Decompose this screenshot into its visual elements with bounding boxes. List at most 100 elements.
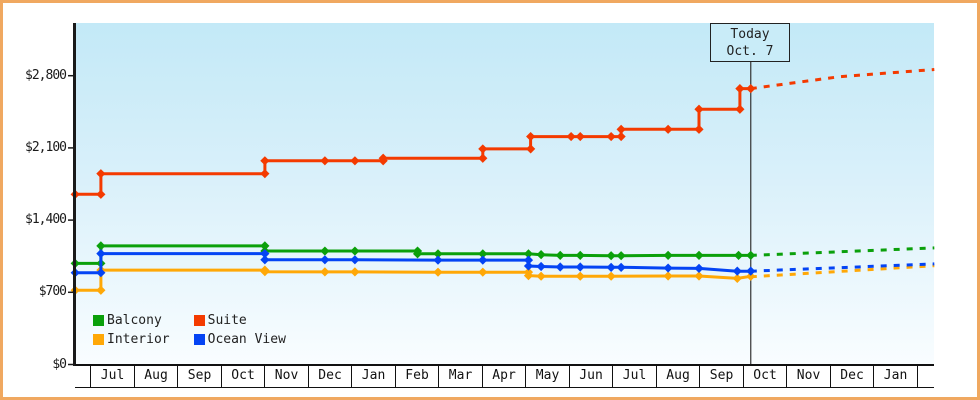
data-point-marker <box>663 124 673 134</box>
data-point-marker <box>523 270 534 281</box>
data-point-marker <box>606 131 616 142</box>
data-point-marker <box>606 251 616 261</box>
data-point-marker <box>694 104 704 114</box>
data-point-marker <box>575 131 585 142</box>
data-point-marker <box>96 249 106 259</box>
data-point-marker <box>260 241 270 251</box>
data-point-marker <box>523 249 534 259</box>
x-axis-month-label: Dec <box>831 366 875 387</box>
legend-item-suite: Suite <box>193 313 286 328</box>
suite-swatch-icon <box>193 315 205 326</box>
legend-label-balcony: Balcony <box>107 313 162 328</box>
data-point-marker <box>663 250 673 260</box>
data-point-marker <box>694 263 704 273</box>
data-point-marker <box>733 250 744 260</box>
x-axis-month-label: Sep <box>700 366 744 387</box>
data-point-marker <box>732 266 742 276</box>
data-point-marker <box>320 156 330 166</box>
legend-item-ocean-view: Ocean View <box>193 332 286 347</box>
data-point-marker <box>320 246 330 256</box>
series-forecast-0 <box>750 246 935 257</box>
data-point-marker <box>555 250 565 260</box>
y-axis-tick-label: $0 <box>52 356 67 372</box>
data-point-marker <box>260 255 270 265</box>
legend-item-balcony: Balcony <box>93 313 170 328</box>
x-axis-month-label: Dec <box>309 366 353 387</box>
x-axis-month-label: Jan <box>874 366 918 387</box>
data-point-marker <box>478 267 488 277</box>
series-forecast-2 <box>750 264 935 279</box>
x-axis-month-label: Aug <box>135 366 179 387</box>
y-axis-tick-label: $1,400 <box>25 212 67 228</box>
x-axis-month-label: Aug <box>657 366 701 387</box>
y-axis-tick-label: $2,100 <box>25 139 67 155</box>
data-point-marker <box>260 249 270 259</box>
data-point-marker <box>478 153 488 163</box>
data-point-marker <box>433 255 443 265</box>
data-point-marker <box>663 271 673 281</box>
data-point-marker <box>746 83 756 94</box>
data-point-marker <box>575 271 585 281</box>
y-axis-tick-label: $2,800 <box>25 67 67 83</box>
data-point-marker <box>320 255 330 265</box>
legend-label-suite: Suite <box>207 313 247 328</box>
data-point-marker <box>663 263 673 273</box>
data-point-marker <box>526 144 536 154</box>
data-point-marker <box>433 267 443 277</box>
x-axis-month-label: Jul <box>91 366 135 387</box>
today-date: Oct. 7 <box>726 44 774 59</box>
data-point-marker <box>96 268 106 278</box>
data-point-marker <box>350 267 360 277</box>
x-axis-month-label: Sep <box>178 366 222 387</box>
data-point-marker <box>694 124 704 134</box>
series-line-2 <box>75 268 752 292</box>
x-axis-month-label: Nov <box>787 366 831 387</box>
series-forecast-1 <box>750 68 935 91</box>
data-point-marker <box>746 250 756 260</box>
data-point-marker <box>746 266 756 276</box>
plot-area <box>75 23 934 365</box>
interior-swatch-icon <box>93 334 104 345</box>
data-point-marker <box>378 153 388 163</box>
data-point-marker <box>433 249 443 259</box>
data-point-marker <box>260 156 270 166</box>
x-axis-month-label: Apr <box>483 366 527 387</box>
x-axis-month-label: May <box>526 366 570 387</box>
data-point-marker <box>746 271 756 281</box>
data-point-marker <box>694 250 704 260</box>
data-point-marker <box>260 169 270 179</box>
data-point-marker <box>96 285 106 295</box>
x-axis-leading-cell <box>75 366 92 387</box>
y-axis-tick-label: $700 <box>38 284 67 300</box>
data-point-marker <box>735 83 745 94</box>
data-point-marker <box>478 144 488 154</box>
chart-canvas <box>68 23 935 366</box>
data-point-marker <box>616 124 626 134</box>
data-point-marker <box>575 250 585 260</box>
data-point-marker <box>320 267 330 277</box>
x-axis-month-label: Jun <box>570 366 614 387</box>
data-point-marker <box>616 131 626 142</box>
legend: Balcony Suite Interior Ocean View <box>93 313 286 347</box>
data-point-marker <box>616 251 626 261</box>
data-point-marker <box>566 131 576 142</box>
x-axis-month-label: Mar <box>439 366 483 387</box>
data-point-marker <box>523 255 534 265</box>
data-point-marker <box>732 273 742 283</box>
data-point-marker <box>694 271 704 281</box>
series-line-1 <box>75 87 751 196</box>
data-point-marker <box>536 261 546 272</box>
ocean-view-swatch-icon <box>193 334 205 345</box>
data-point-marker <box>260 267 270 277</box>
data-point-marker <box>575 262 585 272</box>
legend-label-interior: Interior <box>107 332 170 347</box>
data-point-marker <box>96 189 106 199</box>
x-axis-month-label: Oct <box>744 366 788 387</box>
x-axis: Jul Aug Sep Oct Nov Dec Jan Feb Mar Apr May Jun Jul A… <box>75 364 934 388</box>
data-point-marker <box>350 255 360 265</box>
data-point-marker <box>526 131 536 142</box>
data-point-marker <box>606 262 616 272</box>
data-point-marker <box>350 246 360 256</box>
data-point-marker <box>606 271 616 281</box>
